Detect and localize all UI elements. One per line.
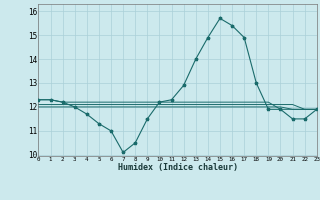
X-axis label: Humidex (Indice chaleur): Humidex (Indice chaleur) (118, 163, 238, 172)
